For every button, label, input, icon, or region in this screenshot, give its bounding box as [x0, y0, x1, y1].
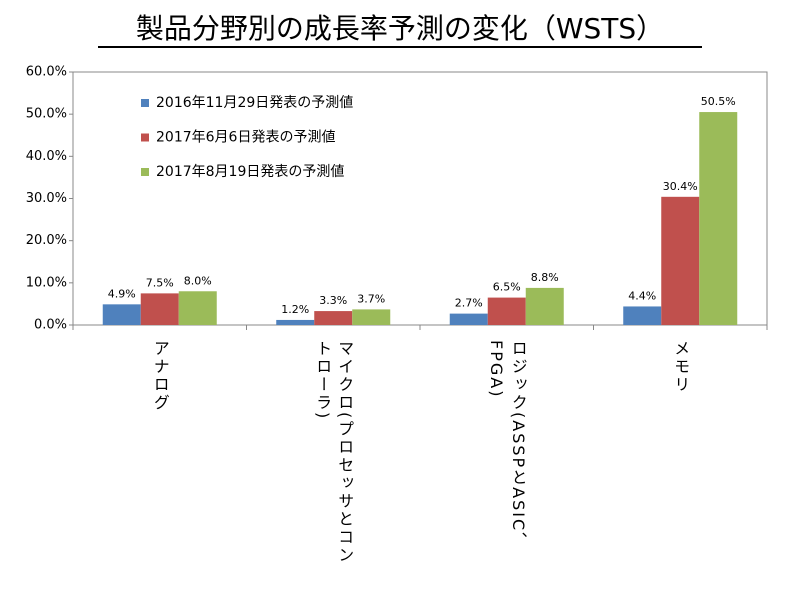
x-tick-label: アナログ: [150, 340, 170, 412]
data-label: 1.2%: [281, 303, 309, 316]
bar: [276, 319, 315, 325]
data-label: 30.4%: [663, 180, 698, 193]
bar: [314, 311, 353, 325]
data-label: 4.9%: [108, 287, 136, 300]
data-label: 7.5%: [146, 276, 174, 289]
y-tick-label: 40.0%: [26, 149, 67, 164]
bar: [487, 297, 526, 325]
legend-swatch: [141, 133, 149, 142]
data-label: 2.7%: [455, 297, 483, 310]
legend-swatch: [141, 168, 149, 176]
x-tick-label: ロジック(ASSPとASIC、FPGA): [486, 340, 528, 551]
y-tick-label: 0.0%: [34, 318, 67, 333]
y-tick-label: 10.0%: [26, 275, 67, 290]
legend-swatch: [141, 99, 149, 107]
data-label: 3.3%: [319, 294, 347, 307]
data-label: 8.8%: [531, 271, 559, 284]
chart-title: 製品分野別の成長率予測の変化（WSTS）: [136, 12, 664, 45]
bar: [661, 196, 700, 325]
bar: [102, 304, 141, 325]
y-tick-label: 60.0%: [26, 65, 67, 80]
data-label: 8.0%: [184, 274, 212, 287]
y-tick-label: 30.0%: [26, 191, 67, 206]
y-tick-label: 20.0%: [26, 233, 67, 248]
bar: [140, 293, 179, 325]
bar: [352, 309, 391, 325]
bar: [623, 306, 662, 325]
data-label: 50.5%: [701, 95, 736, 108]
x-tick-label: マイクロ(プロセッサとコントローラ): [313, 340, 355, 565]
bar: [449, 313, 488, 325]
legend-label: 2017年8月19日発表の予測値: [156, 164, 344, 180]
x-tick-label: メモリ: [671, 340, 691, 394]
data-label: 4.4%: [628, 289, 656, 302]
bar: [525, 287, 564, 325]
legend-label: 2016年11月29日発表の予測値: [156, 95, 353, 111]
data-label: 6.5%: [493, 281, 521, 294]
data-label: 3.7%: [357, 292, 385, 305]
legend-label: 2017年6月6日発表の予測値: [156, 130, 335, 146]
y-tick-label: 50.0%: [26, 107, 67, 122]
bar: [699, 112, 738, 325]
bar: [178, 291, 217, 325]
